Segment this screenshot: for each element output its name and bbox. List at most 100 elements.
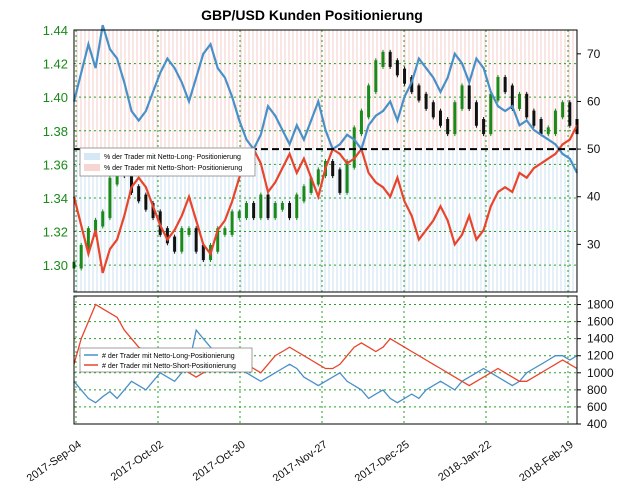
price-bar (424, 93, 428, 109)
price-bars (72, 49, 579, 271)
price-bar (395, 60, 399, 76)
price-bar (230, 211, 234, 235)
x-tick-label: 2017-Sep-04 (25, 439, 84, 481)
x-tick-label: 2018-Jan-22 (436, 439, 493, 481)
price-tick-label: 1.40 (43, 90, 68, 105)
date-axis: 2017-Sep-04 2017-Oct-02 2017-Oct-30 2017-No… (25, 439, 576, 481)
x-tick-label: 2017-Oct-02 (109, 439, 166, 481)
x-tick-label: 2018-Feb-19 (517, 439, 575, 481)
price-bar (374, 60, 378, 93)
price-bar (359, 110, 363, 135)
percent-tick-label: 30 (587, 237, 601, 251)
price-bar (510, 85, 514, 109)
price-bar (252, 202, 256, 219)
x-tick-label: 2017-Oct-30 (191, 439, 248, 481)
price-bar (546, 127, 550, 135)
price-bar (446, 119, 450, 135)
price-bar (316, 169, 320, 185)
legend-top: % der Trader mit Netto-Long- Positionier… (79, 147, 256, 177)
price-bar (367, 85, 371, 118)
count-tick-label: 800 (587, 383, 607, 397)
count-tick-label: 1400 (587, 332, 614, 346)
price-tick-label: 1.30 (43, 258, 68, 273)
legend-long-count-label: # der Trader mit Netto-Long-Positionieru… (102, 353, 235, 360)
long-count-line (73, 328, 578, 404)
price-bar (129, 169, 133, 193)
price-bar (331, 161, 335, 177)
price-bar (201, 244, 205, 261)
long-percent-line (72, 24, 578, 174)
price-bar (137, 186, 141, 202)
legend-top-box (79, 147, 256, 177)
chart-title: GBP/USD Kunden Positionierung (201, 7, 423, 23)
legend-short-count-label: # der Trader mit Netto-Short-Positionier… (102, 363, 236, 370)
count-tick-label: 1000 (587, 366, 614, 380)
count-tick-label: 600 (587, 400, 607, 414)
sentiment-lines (72, 24, 578, 274)
price-bar (496, 77, 500, 101)
price-bar (460, 85, 464, 109)
count-axis: 400 600 800 1000 1200 1400 1600 1800 (577, 298, 614, 431)
price-bar (381, 51, 385, 67)
bottom-panel-frame (73, 295, 578, 425)
price-bar (338, 169, 342, 193)
price-bar (108, 177, 112, 219)
price-bar (438, 110, 442, 126)
price-bar (237, 211, 241, 219)
price-bar (288, 202, 292, 219)
price-bar (482, 119, 486, 135)
price-bar (173, 236, 177, 252)
price-bar (503, 77, 507, 93)
price-bar (266, 194, 270, 219)
price-axis: 1.30 1.32 1.34 1.36 1.38 1.40 1.42 1.44 (43, 23, 68, 273)
price-bar (187, 228, 191, 235)
price-tick-label: 1.44 (43, 23, 68, 38)
price-bar (295, 194, 299, 219)
short-percent-line (72, 124, 578, 274)
price-tick-label: 1.42 (43, 57, 68, 72)
price-bar (568, 102, 572, 126)
price-bar (94, 219, 98, 235)
price-bar (561, 102, 565, 118)
price-tick-label: 1.34 (43, 191, 68, 206)
count-tick-label: 400 (587, 417, 607, 431)
legend-short-swatch (84, 164, 100, 171)
price-bar (194, 228, 198, 252)
legend-bottom-box (79, 347, 253, 373)
legend-long-label: % der Trader mit Netto-Long- Positionier… (104, 154, 241, 161)
price-bar (244, 202, 248, 219)
price-tick-label: 1.38 (43, 124, 68, 139)
price-bar (223, 228, 227, 235)
price-bar (417, 85, 421, 101)
price-bar (216, 228, 220, 252)
price-bar (101, 211, 105, 227)
count-tick-label: 1800 (587, 298, 614, 312)
legend-long-swatch (84, 153, 100, 160)
price-bar (467, 85, 471, 109)
legend-bottom: # der Trader mit Netto-Long-Positionieru… (79, 347, 253, 373)
bottom-panel: 400 600 800 1000 1200 1400 1600 1800 (73, 295, 614, 431)
price-bar (273, 202, 277, 219)
x-tick-label: 2017-Dec-25 (353, 439, 412, 481)
price-bar (553, 110, 557, 135)
price-bar (388, 51, 392, 67)
price-bar (474, 102, 478, 126)
price-bar (144, 194, 148, 210)
price-bar (309, 177, 313, 193)
top-panel-frame (73, 29, 578, 293)
price-bar (165, 228, 169, 244)
count-tick-label: 1200 (587, 349, 614, 363)
percent-axis: 30 40 50 60 70 (577, 47, 601, 251)
price-bar (489, 93, 493, 135)
short-count-line (73, 303, 578, 387)
price-tick-label: 1.36 (43, 157, 68, 172)
price-bar (151, 202, 155, 219)
price-bar (403, 68, 407, 84)
percent-tick-label: 50 (587, 142, 601, 156)
x-tick-label: 2017-Nov-27 (271, 439, 330, 481)
price-bar (453, 102, 457, 135)
percent-tick-label: 40 (587, 190, 601, 204)
price-bar (518, 93, 522, 109)
price-bar (539, 119, 543, 135)
